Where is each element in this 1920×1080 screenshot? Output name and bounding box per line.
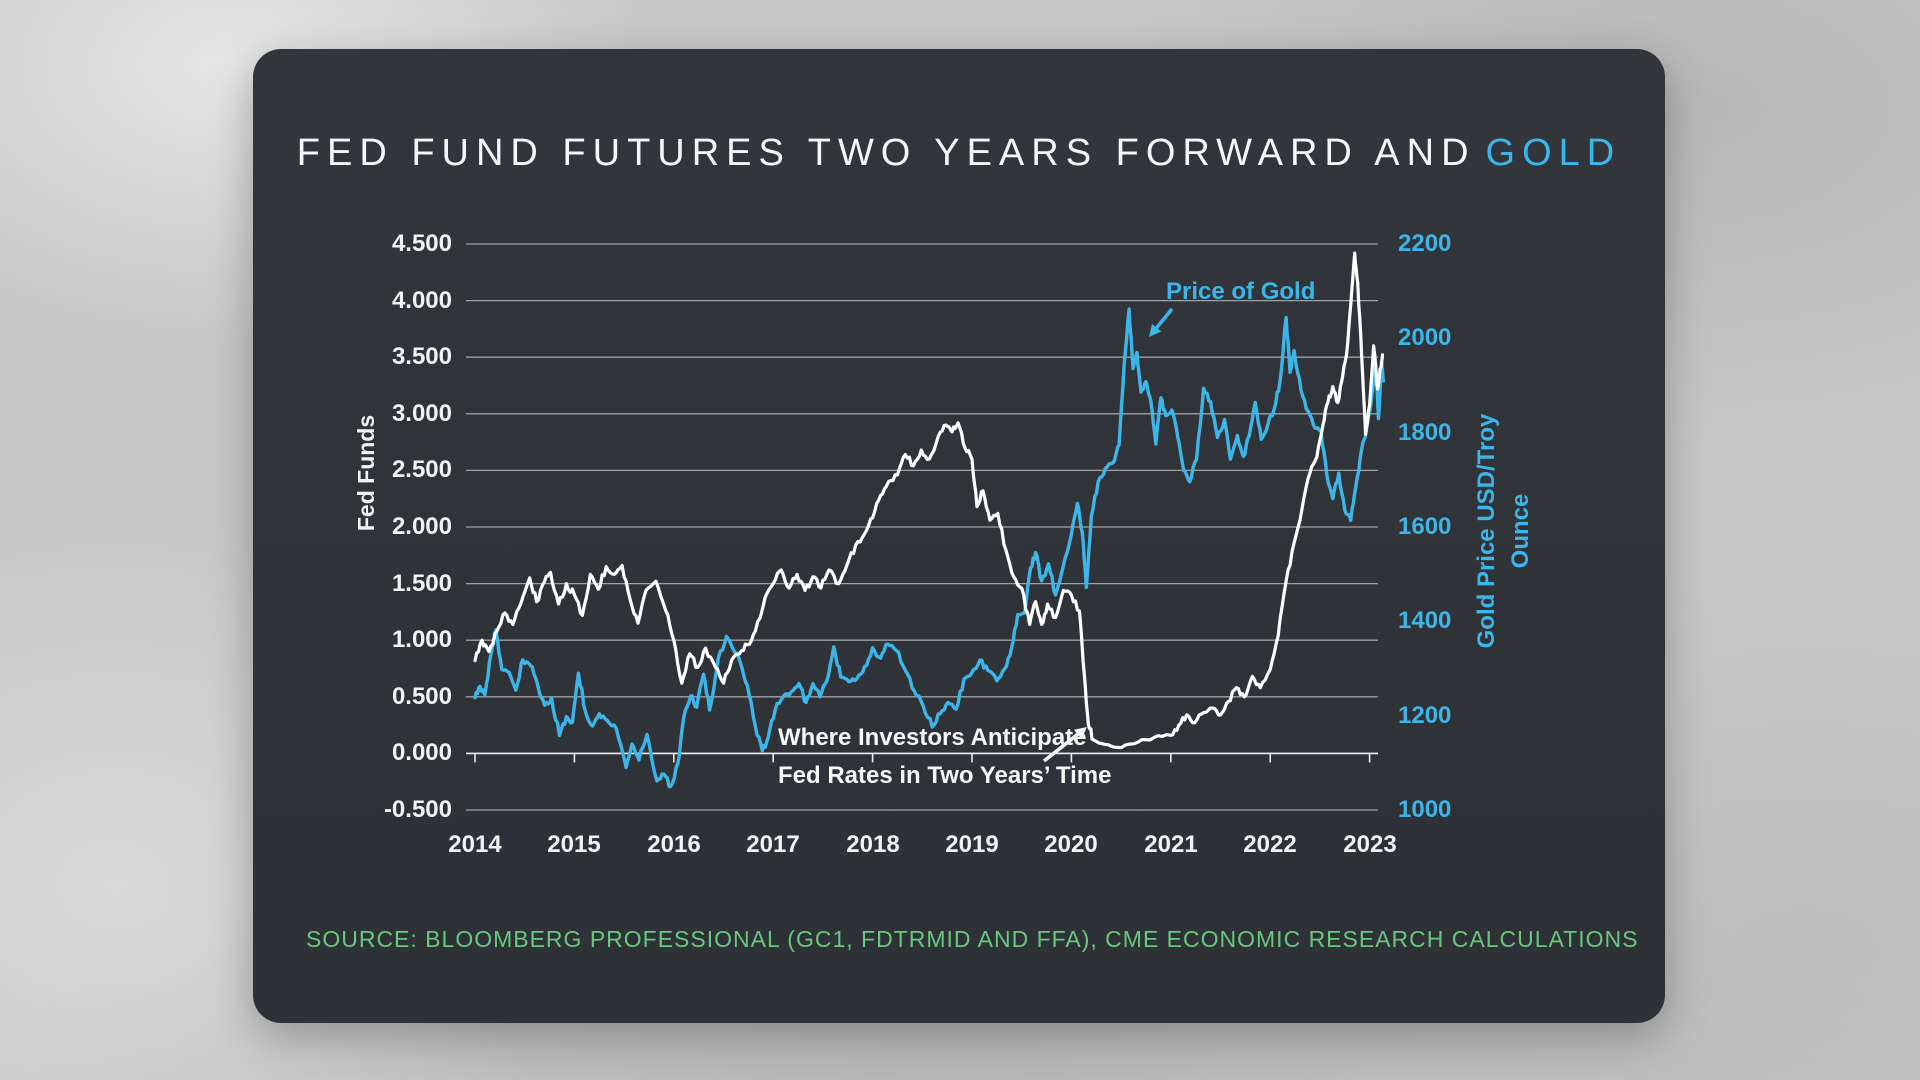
- x-axis-year-label: 2020: [1044, 831, 1098, 858]
- fed-annotation-line2: Fed Rates in Two Years’ Time: [778, 762, 1112, 789]
- y-right-tick-label: 1400: [1398, 607, 1452, 634]
- source-credit: SOURCE: BLOOMBERG PROFESSIONAL (GC1, FDT…: [306, 926, 1639, 952]
- price-of-gold-arrow-head: [1149, 323, 1162, 337]
- y-left-tick-label: 3.000: [391, 400, 452, 427]
- price-of-gold-arrow-shaft: [1155, 307, 1174, 329]
- gold-price-line: [473, 307, 1386, 789]
- y-left-tick-label: -0.500: [383, 796, 452, 823]
- y-right-tick-label: 2000: [1398, 324, 1452, 351]
- chart-title: FED FUND FUTURES TWO YEARS FORWARD AND GO…: [253, 122, 1665, 184]
- y-right-tick-label: 1800: [1398, 419, 1452, 446]
- chart-title-main: FED FUND FUTURES TWO YEARS FORWARD AND: [296, 132, 1476, 174]
- y-right-tick-label: 1200: [1398, 702, 1452, 729]
- chart-card: [253, 49, 1665, 1023]
- x-axis-year-label: 2017: [746, 831, 800, 858]
- y-left-tick-label: 0.500: [391, 683, 452, 710]
- y-left-tick-label: 3.500: [391, 343, 452, 370]
- y-left-tick-label: 2.500: [391, 456, 452, 483]
- x-axis-year-label: 2021: [1144, 831, 1198, 858]
- price-of-gold-annotation: Price of Gold: [1166, 278, 1316, 305]
- annotation-arrows: [1042, 307, 1174, 763]
- x-axis-year-label: 2016: [647, 831, 701, 858]
- y-right-tick-label: 2200: [1398, 230, 1452, 257]
- fed-annotation-arrow-shaft: [1042, 733, 1079, 763]
- fed-annotation-line1: Where Investors Anticipate: [778, 724, 1087, 751]
- x-axis-year-label: 2023: [1343, 831, 1397, 858]
- series-lines: [473, 251, 1386, 789]
- fed-funds-forward-line: [473, 251, 1385, 750]
- y-left-tick-label: 1.000: [391, 626, 452, 653]
- chart-title-highlight-gold: GOLD: [1485, 132, 1622, 174]
- y-right-tick-label: 1600: [1398, 513, 1452, 540]
- x-axis-year-label: 2019: [945, 831, 999, 858]
- y-left-tick-label: 4.000: [391, 287, 452, 314]
- x-axis-year-label: 2014: [448, 831, 502, 858]
- x-axis-year-label: 2018: [846, 831, 900, 858]
- x-axis-line: [466, 752, 1378, 763]
- fed-annotation-arrow-head: [1073, 727, 1087, 740]
- y-left-tick-label: 4.500: [391, 230, 452, 257]
- x-axis-year-label: 2022: [1243, 831, 1297, 858]
- y-left-tick-label: 2.000: [391, 513, 452, 540]
- y-left-tick-label: 1.500: [391, 570, 452, 597]
- x-axis-year-label: 2015: [547, 831, 601, 858]
- y-right-tick-label: 1000: [1398, 796, 1452, 823]
- y-left-tick-label: 0.000: [391, 739, 452, 766]
